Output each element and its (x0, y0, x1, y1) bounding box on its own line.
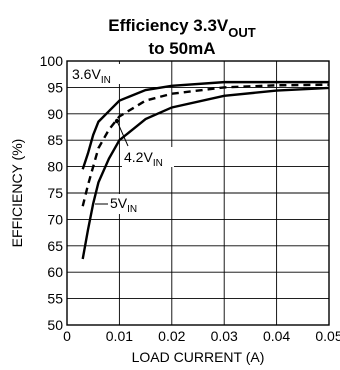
series-lines (81, 80, 330, 260)
y-tick-label-3: 65 (47, 238, 63, 254)
y-tick-label-2: 60 (47, 264, 63, 280)
y-tick-label-10: 100 (40, 53, 64, 69)
annotation-3-6v-label: 3.6VIN (72, 66, 111, 86)
y-tick-label-5: 75 (47, 185, 63, 201)
annotation-4-2v: 4.2VIN (114, 118, 174, 169)
annotation-4-2v-label: 4.2VIN (124, 149, 163, 169)
x-tick-label-1: 0.01 (106, 328, 133, 344)
series-sub-5v: IN (127, 204, 137, 215)
plot-frame (66, 60, 330, 326)
series-name-3-6v: 3.6V (72, 66, 101, 82)
annotation-4-2v-background (122, 147, 174, 167)
series-line-0 (81, 80, 329, 170)
x-tick-label-0: 0 (63, 328, 71, 344)
chart-title-main: Efficiency 3.3V (108, 16, 229, 35)
series-sub-4-2v: IN (153, 158, 163, 169)
annotation-3-6v: 3.6VIN (70, 64, 122, 86)
x-axis-label: LOAD CURRENT (A) (132, 349, 265, 365)
grid (67, 61, 329, 325)
annotation-3-6v-background (70, 64, 122, 84)
series-line-1 (81, 83, 330, 207)
y-axis-label: EFFICIENCY (%) (9, 139, 25, 248)
annotation-4-2v-leader (116, 120, 129, 147)
series-name-4-2v: 4.2V (124, 149, 153, 165)
x-tick-label-4: 0.04 (263, 328, 290, 344)
series-name-5v: 5V (110, 195, 128, 211)
x-tick-label-5: 0.05 (315, 328, 340, 344)
chart-title-line2: to 50mA (148, 39, 215, 58)
series-line-2 (81, 86, 330, 260)
y-tick-label-7: 85 (47, 132, 63, 148)
annotation-5v: 5VIN (95, 194, 148, 215)
series-sub-3-6v: IN (101, 75, 111, 86)
chart-title-subscript: OUT (228, 25, 256, 40)
annotation-5v-label: 5VIN (110, 195, 137, 215)
y-tick-label-0: 50 (47, 317, 63, 333)
x-tick-labels: 0 0.01 0.02 0.03 0.04 0.05 (63, 328, 340, 344)
y-tick-label-6: 80 (47, 159, 63, 175)
chart-title-line1: Efficiency 3.3VOUT (108, 16, 256, 40)
y-tick-label-4: 70 (47, 211, 63, 227)
x-tick-label-3: 0.03 (211, 328, 238, 344)
y-tick-label-9: 95 (47, 79, 63, 95)
y-tick-labels: 50 55 60 65 70 75 80 85 90 95 100 (40, 53, 64, 333)
annotation-5v-background (108, 194, 148, 214)
y-tick-label-1: 55 (47, 291, 63, 307)
x-tick-label-2: 0.02 (158, 328, 185, 344)
annotation-4-2v-marker (114, 118, 120, 124)
y-tick-label-8: 90 (47, 106, 63, 122)
